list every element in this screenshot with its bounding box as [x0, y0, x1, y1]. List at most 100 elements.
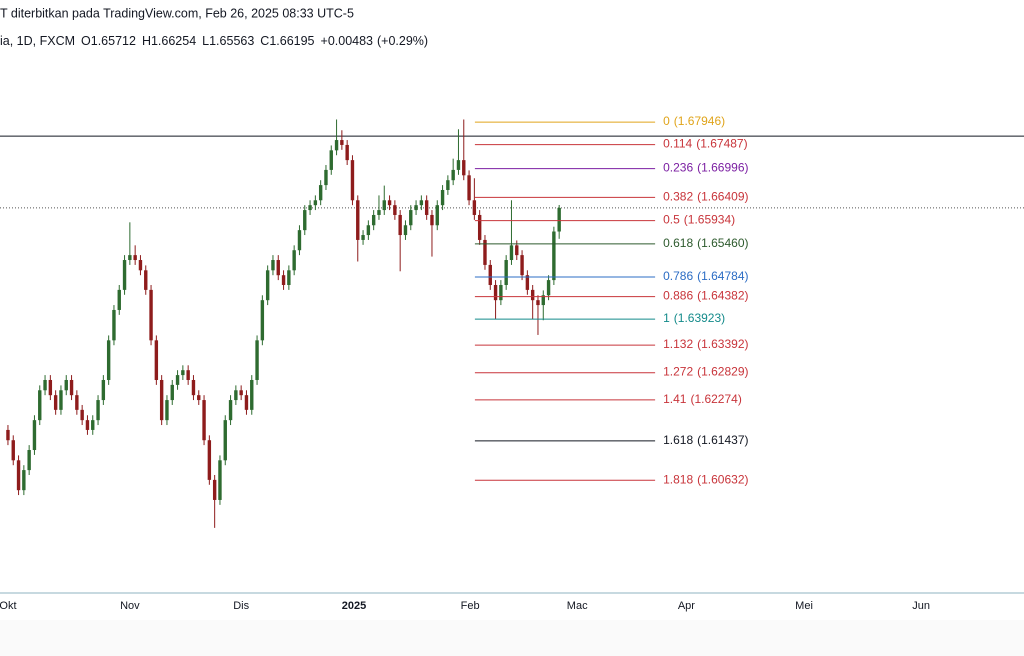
candle-body [424, 200, 429, 215]
candle-body [520, 255, 524, 276]
candle-body [260, 300, 265, 341]
candle-body [186, 370, 190, 380]
candle-body [128, 255, 132, 261]
ohlc-key: O [81, 34, 91, 48]
candle-body [318, 185, 323, 201]
candle-body [536, 300, 540, 306]
candle-body [281, 275, 286, 285]
fib-price: (1.63392) [697, 337, 748, 351]
candle-body [181, 370, 185, 376]
candle-body [27, 450, 31, 471]
fib-price: (1.67946) [674, 114, 725, 128]
candle-body [207, 440, 212, 480]
ohlc-value: 1.66254 [151, 34, 196, 48]
candle-body [430, 214, 434, 226]
candle-body [557, 207, 561, 232]
fib-level: 1 [663, 311, 670, 325]
candle-body [106, 340, 111, 380]
ohlc-key: L [202, 34, 209, 48]
fib-level: 0.236 [663, 161, 693, 175]
candle-body [525, 275, 530, 290]
candle-body [409, 210, 413, 226]
candle-body [419, 200, 424, 206]
fib-level: 1.132 [663, 337, 693, 351]
candle-body [75, 395, 79, 410]
ohlc-key: C [260, 34, 269, 48]
candle-body [133, 255, 137, 261]
fib-label: 0 (1.67946) [663, 114, 725, 128]
fib-label: 1 (1.63923) [663, 311, 725, 325]
fib-label: 1.41 (1.62274) [663, 392, 742, 406]
candle-body [228, 400, 233, 421]
fib-level: 1.41 [663, 392, 687, 406]
candle-body [101, 379, 106, 401]
candle-body [271, 260, 275, 271]
candle-body [546, 280, 551, 296]
candle-body [297, 230, 302, 251]
candle-body [255, 340, 259, 380]
fib-level: 0.618 [663, 236, 693, 250]
fib-level: 0.886 [663, 289, 693, 303]
candle-body [515, 245, 519, 256]
fib-price: (1.66996) [697, 161, 748, 175]
fib-level: 1.272 [663, 365, 693, 379]
candle-body [382, 200, 386, 211]
fib-label: 0.786 (1.64784) [663, 269, 748, 283]
candle-body [292, 250, 296, 271]
candle-body [175, 375, 180, 385]
fib-price: (1.61437) [697, 433, 748, 447]
fib-level: 0.786 [663, 269, 693, 283]
candle-body [6, 429, 10, 441]
candle-body [59, 390, 63, 410]
x-tick-label: Feb [461, 600, 480, 612]
candle-body [414, 205, 418, 211]
candle-body [350, 160, 355, 201]
candle-body [265, 270, 270, 301]
candle-body [32, 420, 37, 451]
candle-body [223, 420, 227, 461]
candle-body [467, 175, 471, 201]
candle-body [340, 140, 344, 145]
candle-body [212, 479, 217, 500]
fib-level: 0.5 [663, 213, 680, 227]
candle-body [313, 200, 318, 206]
fib-label: 0.618 (1.65460) [663, 236, 748, 250]
candle-body [462, 160, 466, 176]
fib-price: (1.60632) [697, 472, 748, 486]
candle-body [38, 390, 42, 421]
candle-body [234, 390, 238, 401]
candle-body [202, 400, 206, 441]
candle-body [43, 379, 47, 391]
candle-body [435, 205, 439, 226]
candle-body [53, 395, 58, 410]
fib-price: (1.64382) [697, 289, 748, 303]
candle-body [499, 284, 503, 301]
candle-body [541, 295, 545, 306]
change-pct: (+0.29%) [377, 34, 428, 48]
candle-body [197, 395, 201, 401]
candle-body [96, 400, 100, 421]
candle-body [398, 214, 402, 236]
candle-body [48, 379, 53, 396]
candle-body [477, 214, 482, 240]
fib-label: 0.5 (1.65934) [663, 213, 735, 227]
candle-body [91, 420, 95, 430]
ohlc-value: 1.65712 [91, 34, 136, 48]
candle-body [287, 270, 291, 285]
candle-body [488, 264, 492, 285]
fib-level: 0 [663, 114, 670, 128]
candle-body [345, 144, 349, 161]
candle-body [154, 340, 159, 380]
candle-body [334, 140, 339, 151]
candle-body [387, 200, 392, 206]
candle-body [377, 210, 381, 215]
fib-label: 1.618 (1.61437) [663, 433, 748, 447]
fib-price: (1.65934) [684, 213, 735, 227]
fib-label: 0.886 (1.64382) [663, 289, 748, 303]
candle-body [371, 214, 376, 226]
fib-label: 0.114 (1.67487) [663, 137, 748, 151]
candle-body [165, 400, 169, 421]
ohlc-legend: ia, 1D, FXCM O1.65712 H1.66254 L1.65563 C1.6… [0, 34, 428, 48]
fib-price: (1.64784) [697, 269, 748, 283]
